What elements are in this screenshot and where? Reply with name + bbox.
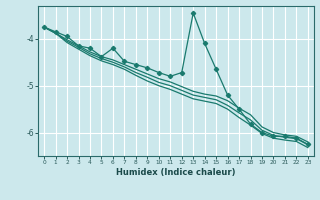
X-axis label: Humidex (Indice chaleur): Humidex (Indice chaleur) <box>116 168 236 177</box>
